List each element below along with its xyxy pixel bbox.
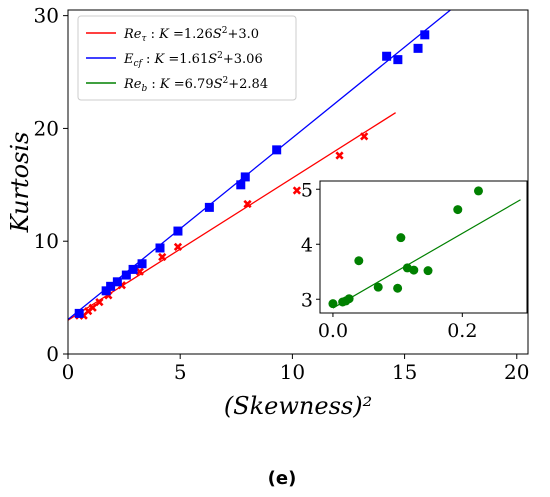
data-point-square bbox=[155, 243, 165, 253]
legend-label: Reτ : K =1.26S2+3.0 bbox=[123, 26, 259, 44]
legend-item: Reb : K =6.79S2+2.84 bbox=[86, 76, 268, 94]
x-tick-label: 20 bbox=[504, 360, 529, 384]
data-point-square bbox=[236, 180, 246, 190]
inset-data-point bbox=[393, 283, 403, 293]
data-point-square bbox=[413, 43, 423, 53]
data-point-square bbox=[121, 270, 131, 280]
legend-item: Reτ : K =1.26S2+3.0 bbox=[86, 26, 259, 44]
data-point-cross bbox=[243, 199, 252, 209]
x-tick-label: 5 bbox=[174, 360, 187, 384]
x-tick-label: 10 bbox=[280, 360, 305, 384]
inset-data-point bbox=[328, 299, 338, 309]
data-point-square bbox=[101, 286, 111, 296]
legend-box bbox=[77, 15, 297, 101]
data-point-square bbox=[204, 202, 214, 212]
data-point-cross bbox=[335, 151, 344, 160]
data-point-square bbox=[128, 264, 138, 274]
y-tick-label: 0 bbox=[46, 342, 59, 366]
inset-chart: 0.0 0.2 3 4 5 bbox=[301, 179, 528, 342]
inset-data-point bbox=[423, 266, 433, 276]
main-plot-frame bbox=[67, 9, 529, 355]
data-point-cross bbox=[95, 297, 104, 307]
x-tick-label: 15 bbox=[392, 360, 417, 384]
x-axis-label: (Skewness)² bbox=[224, 392, 372, 420]
inset-x-tick-label: 0.2 bbox=[447, 320, 477, 342]
inset-y-axis-ticks: 3 4 5 bbox=[301, 179, 320, 311]
data-point-cross bbox=[135, 267, 144, 276]
inset-data-point bbox=[473, 186, 483, 196]
figure-caption: (e) bbox=[268, 468, 297, 489]
inset-x-axis-ticks: 0.0 0.2 bbox=[318, 313, 477, 342]
y-tick-label: 30 bbox=[34, 4, 59, 28]
inset-y-tick-label: 5 bbox=[301, 179, 313, 201]
inset-points bbox=[328, 186, 483, 309]
data-point-cross bbox=[88, 303, 97, 312]
inset-x-tick-label: 0.0 bbox=[318, 320, 348, 342]
data-point-square bbox=[112, 277, 122, 287]
legend-label: Ecf : K =1.61S2+3.06 bbox=[123, 51, 263, 69]
x-tick-label: 0 bbox=[62, 360, 75, 384]
main-chart: 0 5 10 15 20 0 10 20 30 (Skewness)² Kurtosis bbox=[6, 4, 530, 420]
inset-data-point bbox=[453, 205, 463, 215]
data-point-square bbox=[74, 308, 84, 318]
data-point-cross bbox=[158, 252, 167, 262]
main-points bbox=[74, 30, 430, 320]
inset-y-tick-label: 3 bbox=[301, 289, 313, 311]
y-tick-label: 20 bbox=[34, 116, 59, 140]
inset-y-tick-label: 4 bbox=[301, 234, 313, 256]
inset-data-point bbox=[373, 282, 383, 292]
inset-data-point bbox=[409, 265, 419, 275]
legend-item: Ecf : K =1.61S2+3.06 bbox=[86, 51, 263, 69]
data-point-square bbox=[137, 259, 147, 269]
main-y-axis-ticks: 0 10 20 30 bbox=[34, 4, 68, 366]
inset-data-point bbox=[354, 256, 364, 266]
inset-data-point bbox=[344, 294, 354, 304]
data-point-square bbox=[393, 55, 403, 65]
inset-fit-line-path bbox=[332, 199, 521, 309]
inset-plot-frame bbox=[319, 180, 528, 314]
data-point-cross bbox=[173, 242, 183, 251]
data-point-square bbox=[272, 145, 282, 155]
data-point-cross bbox=[292, 186, 301, 195]
data-point-cross bbox=[360, 132, 369, 141]
inset-data-point bbox=[396, 233, 406, 243]
y-axis-label: Kurtosis bbox=[6, 132, 34, 234]
legend-label: Reb : K =6.79S2+2.84 bbox=[123, 76, 268, 94]
y-tick-label: 10 bbox=[34, 229, 59, 253]
data-point-square bbox=[382, 51, 392, 61]
inset-fit-line bbox=[332, 199, 521, 309]
data-point-square bbox=[173, 226, 183, 236]
main-x-axis-ticks: 0 5 10 15 20 bbox=[62, 354, 530, 384]
data-point-square bbox=[420, 30, 430, 40]
data-point-square bbox=[240, 172, 250, 182]
legend: Reτ : K =1.26S2+3.0 Ecf : K =1.61S2+3.06 R… bbox=[77, 15, 297, 101]
data-point-square bbox=[106, 281, 116, 291]
inset-background bbox=[320, 181, 527, 313]
